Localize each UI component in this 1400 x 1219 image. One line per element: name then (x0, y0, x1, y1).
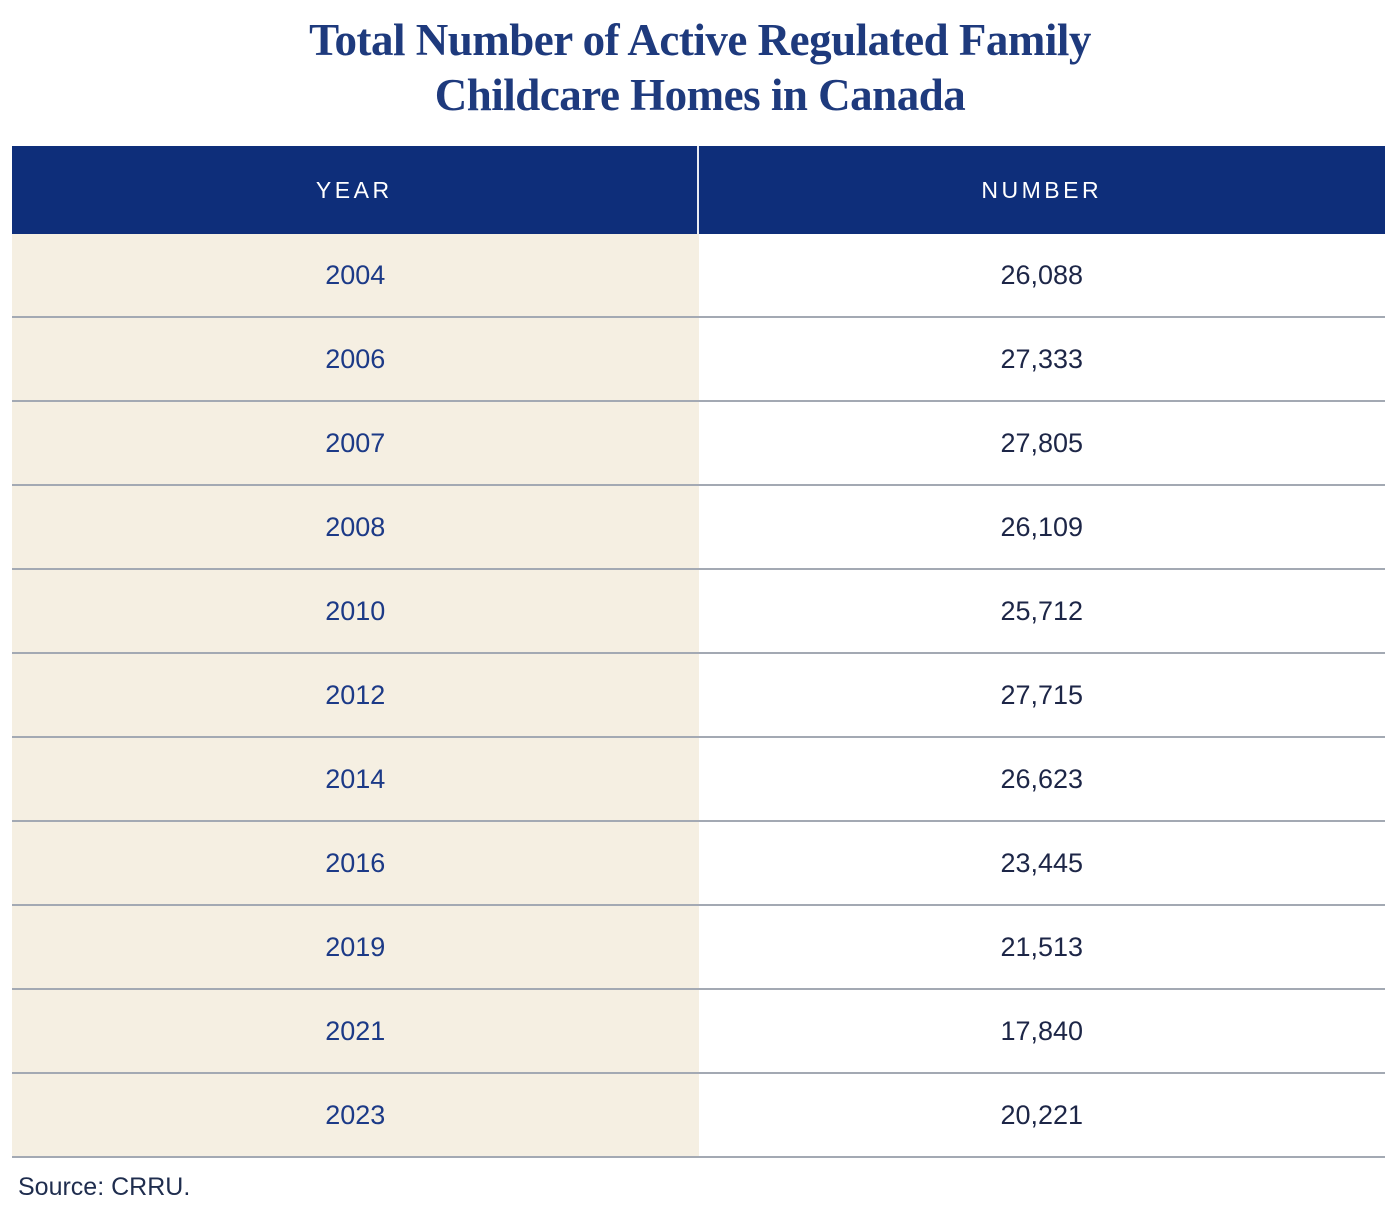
year-cell: 2021 (12, 990, 699, 1072)
year-cell: 2004 (12, 234, 699, 316)
table-row: 2019 21,513 (12, 906, 1385, 990)
number-cell: 25,712 (698, 570, 1385, 652)
year-cell: 2016 (12, 822, 699, 904)
year-cell: 2010 (12, 570, 699, 652)
number-cell: 26,088 (698, 234, 1385, 316)
number-cell: 20,221 (698, 1074, 1385, 1156)
page-title-line-2: Childcare Homes in Canada (434, 70, 966, 120)
column-header-number: NUMBER (981, 176, 1103, 203)
number-cell: 26,109 (698, 486, 1385, 568)
table-row: 2007 27,805 (12, 402, 1385, 486)
year-cell: 2019 (12, 906, 699, 988)
table-row: 2023 20,221 (12, 1074, 1385, 1158)
number-cell: 23,445 (698, 822, 1385, 904)
number-cell: 27,805 (698, 402, 1385, 484)
page-title-line-1: Total Number of Active Regulated Family (309, 15, 1091, 65)
table-row: 2021 17,840 (12, 990, 1385, 1074)
number-cell: 26,623 (698, 738, 1385, 820)
data-table: YEAR NUMBER 2004 26,088 2006 27,333 2007… (12, 146, 1385, 1158)
table-row: 2010 25,712 (12, 570, 1385, 654)
year-cell: 2023 (12, 1074, 699, 1156)
table-row: 2006 27,333 (12, 318, 1385, 402)
column-header-year: YEAR (12, 146, 699, 234)
table-row: 2004 26,088 (12, 234, 1385, 318)
table-header-row: YEAR NUMBER (12, 146, 1385, 234)
number-cell: 27,715 (698, 654, 1385, 736)
table-row: 2012 27,715 (12, 654, 1385, 738)
number-cell: 17,840 (698, 990, 1385, 1072)
number-cell: 21,513 (698, 906, 1385, 988)
table-row: 2016 23,445 (12, 822, 1385, 906)
page-title: Total Number of Active Regulated Family … (0, 13, 1400, 123)
year-cell: 2008 (12, 486, 699, 568)
year-cell: 2012 (12, 654, 699, 736)
table-row: 2014 26,623 (12, 738, 1385, 822)
table-row: 2008 26,109 (12, 486, 1385, 570)
source-note: Source: CRRU. (18, 1173, 191, 1201)
year-cell: 2014 (12, 738, 699, 820)
year-cell: 2006 (12, 318, 699, 400)
year-cell: 2007 (12, 402, 699, 484)
number-cell: 27,333 (698, 318, 1385, 400)
